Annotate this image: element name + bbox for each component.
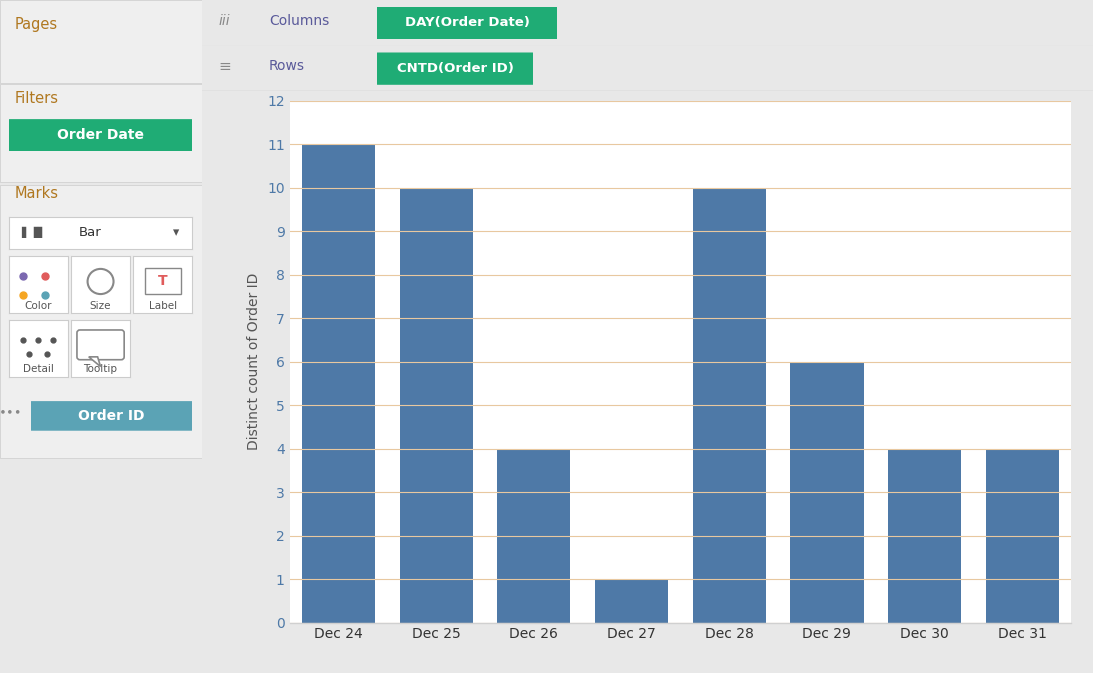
Polygon shape [89,357,101,367]
Text: iii: iii [219,13,230,28]
Text: Color: Color [24,301,52,310]
FancyBboxPatch shape [77,330,125,359]
Text: Filters: Filters [14,91,58,106]
FancyBboxPatch shape [0,0,202,83]
Text: Tooltip: Tooltip [83,365,118,374]
Text: Order Date: Order Date [57,129,144,142]
Y-axis label: Distinct count of Order ID: Distinct count of Order ID [247,273,261,450]
Bar [693,188,766,623]
Text: Bar: Bar [79,226,102,240]
Bar [400,188,473,623]
Text: ∙∙∙: ∙∙∙ [0,405,23,419]
Bar [497,449,571,623]
Text: Pages: Pages [14,17,57,32]
FancyBboxPatch shape [369,7,565,39]
Text: ≡: ≡ [219,59,231,73]
Text: Rows: Rows [269,59,305,73]
FancyBboxPatch shape [1,119,200,151]
FancyBboxPatch shape [371,52,540,85]
Text: T: T [158,275,167,289]
Bar [302,145,375,623]
Text: Size: Size [90,301,111,310]
Text: Marks: Marks [14,186,58,201]
FancyBboxPatch shape [24,401,199,431]
Bar [595,579,668,623]
Text: Columns: Columns [269,13,329,28]
Text: CNTD(Order ID): CNTD(Order ID) [397,62,514,75]
Bar [888,449,961,623]
FancyBboxPatch shape [145,268,180,294]
Text: DAY(Order Date): DAY(Order Date) [404,16,530,30]
Text: ▌▐▌: ▌▐▌ [22,227,47,238]
FancyBboxPatch shape [0,185,202,458]
Text: ▾: ▾ [174,226,179,240]
Bar [790,362,863,623]
FancyBboxPatch shape [0,84,202,182]
Text: Order ID: Order ID [79,409,144,423]
Text: Label: Label [149,301,177,310]
Text: Detail: Detail [23,365,54,374]
Bar [986,449,1059,623]
